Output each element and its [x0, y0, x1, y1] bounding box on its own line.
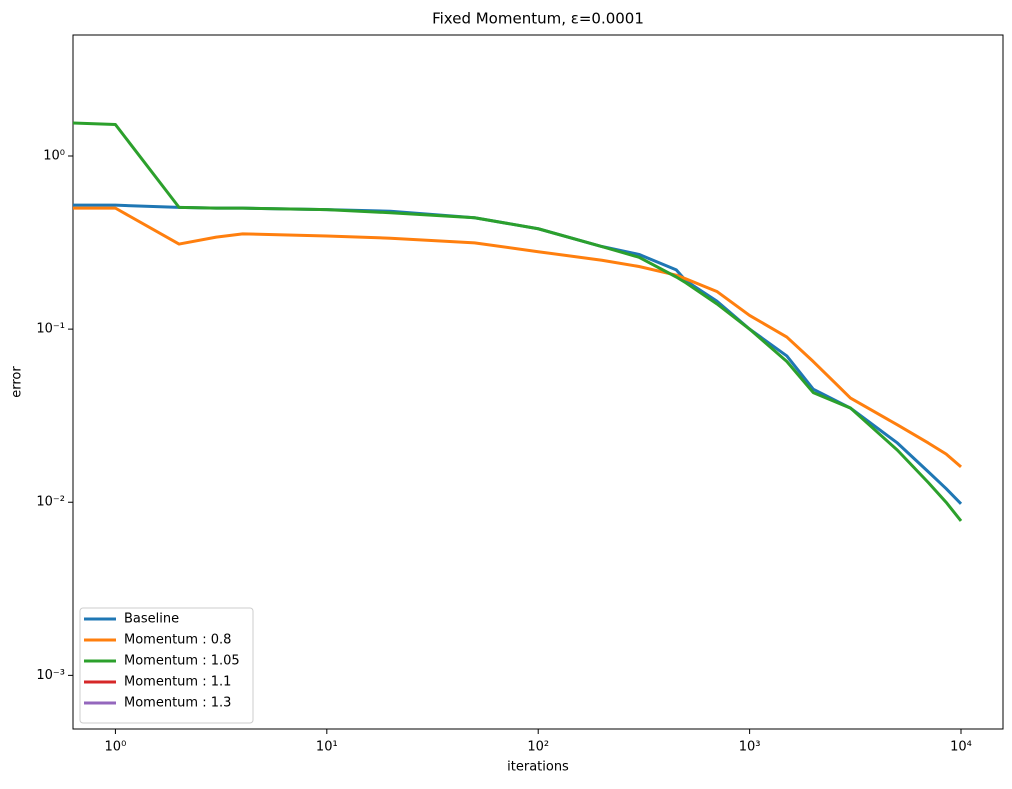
- series-line: [72, 121, 963, 522]
- y-axis-label: error: [10, 366, 25, 398]
- x-tick-label: 10²: [527, 740, 549, 755]
- legend-label: Momentum : 1.3: [124, 696, 231, 711]
- x-tick-label: 10⁰: [105, 740, 127, 755]
- y-tick-label: 10⁻³: [36, 668, 65, 683]
- x-tick-label: 10³: [739, 740, 761, 755]
- legend-label: Baseline: [124, 612, 179, 627]
- series-line: [73, 206, 962, 469]
- legend-box: [79, 607, 254, 724]
- legend-label: Momentum : 1.05: [124, 654, 240, 669]
- x-tick-label: 10⁴: [950, 740, 972, 755]
- x-tick-label: 10¹: [316, 740, 338, 755]
- y-tick-label: 10⁻²: [36, 495, 65, 510]
- y-tick-label: 10⁰: [43, 149, 65, 164]
- legend-label: Momentum : 1.1: [124, 675, 231, 690]
- legend-label: Momentum : 0.8: [124, 633, 231, 648]
- y-tick-label: 10⁻¹: [36, 322, 65, 337]
- x-axis-label: iterations: [507, 760, 569, 775]
- chart-title: Fixed Momentum, ε=0.0001: [432, 10, 644, 28]
